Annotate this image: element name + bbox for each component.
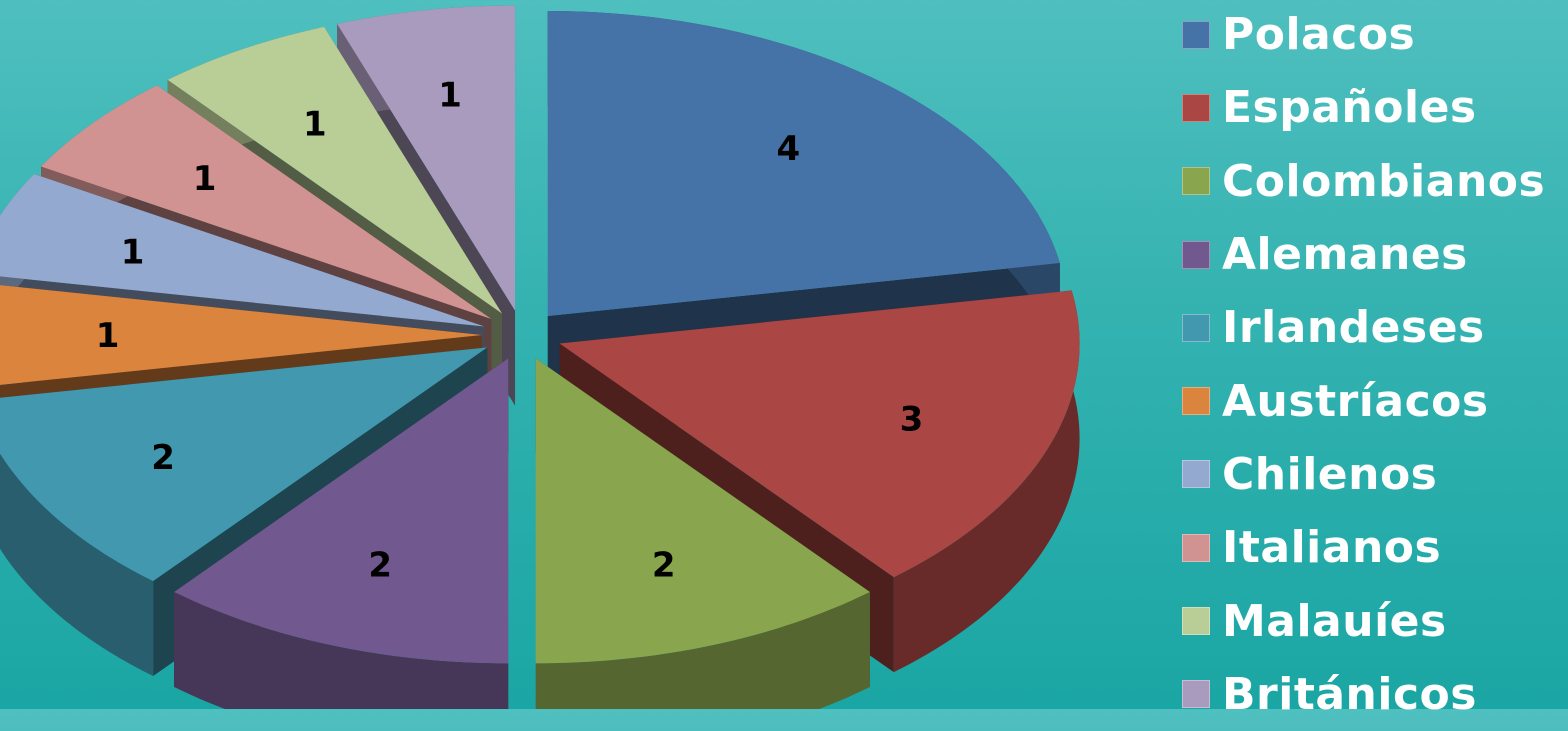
legend-swatch	[1182, 314, 1210, 342]
data-label-malauíes: 1	[303, 104, 327, 144]
legend-swatch	[1182, 167, 1210, 195]
legend-item-malauíes: Malauíes	[1182, 584, 1545, 657]
pie-slice-top	[548, 11, 1060, 316]
pie-chart: 4 3 2 2 2 1 1 1 1 1	[0, 0, 1140, 709]
data-label-chilenos: 1	[121, 232, 145, 272]
legend-label: Alemanes	[1222, 229, 1468, 280]
legend-item-austríacos: Austríacos	[1182, 364, 1545, 437]
legend-label: Británicos	[1222, 669, 1477, 720]
legend-label: Irlandeses	[1222, 302, 1485, 353]
legend-label: Colombianos	[1222, 156, 1545, 207]
legend-swatch	[1182, 460, 1210, 488]
legend-swatch	[1182, 534, 1210, 562]
legend-swatch	[1182, 241, 1210, 269]
data-label-polacos: 4	[777, 129, 801, 169]
legend-item-británicos: Británicos	[1182, 658, 1545, 731]
legend-swatch	[1182, 607, 1210, 635]
data-label-italianos: 1	[193, 159, 217, 199]
legend-item-colombianos: Colombianos	[1182, 145, 1545, 218]
legend-label: Malauíes	[1222, 596, 1447, 647]
data-label-colombianos: 2	[652, 546, 676, 586]
legend-label: Chilenos	[1222, 449, 1437, 500]
legend-item-chilenos: Chilenos	[1182, 438, 1545, 511]
data-label-irlandeses: 2	[151, 438, 175, 478]
legend-item-españoles: Españoles	[1182, 71, 1545, 144]
legend-label: Españoles	[1222, 82, 1477, 133]
legend-label: Polacos	[1222, 9, 1415, 60]
legend-item-italianos: Italianos	[1182, 511, 1545, 584]
legend-label: Austríacos	[1222, 376, 1489, 427]
legend-swatch	[1182, 387, 1210, 415]
chart-legend: Polacos Españoles Colombianos Alemanes Irlan…	[1182, 0, 1545, 731]
legend-item-polacos: Polacos	[1182, 0, 1545, 71]
legend-item-alemanes: Alemanes	[1182, 218, 1545, 291]
pie-slices	[0, 6, 1080, 709]
data-label-británicos: 1	[438, 75, 462, 115]
legend-swatch	[1182, 21, 1210, 49]
legend-swatch	[1182, 680, 1210, 708]
data-label-españoles: 3	[900, 400, 924, 440]
legend-label: Italianos	[1222, 522, 1441, 573]
legend-swatch	[1182, 94, 1210, 122]
data-label-austríacos: 1	[96, 316, 120, 356]
data-label-alemanes: 2	[368, 546, 392, 586]
legend-item-irlandeses: Irlandeses	[1182, 291, 1545, 364]
